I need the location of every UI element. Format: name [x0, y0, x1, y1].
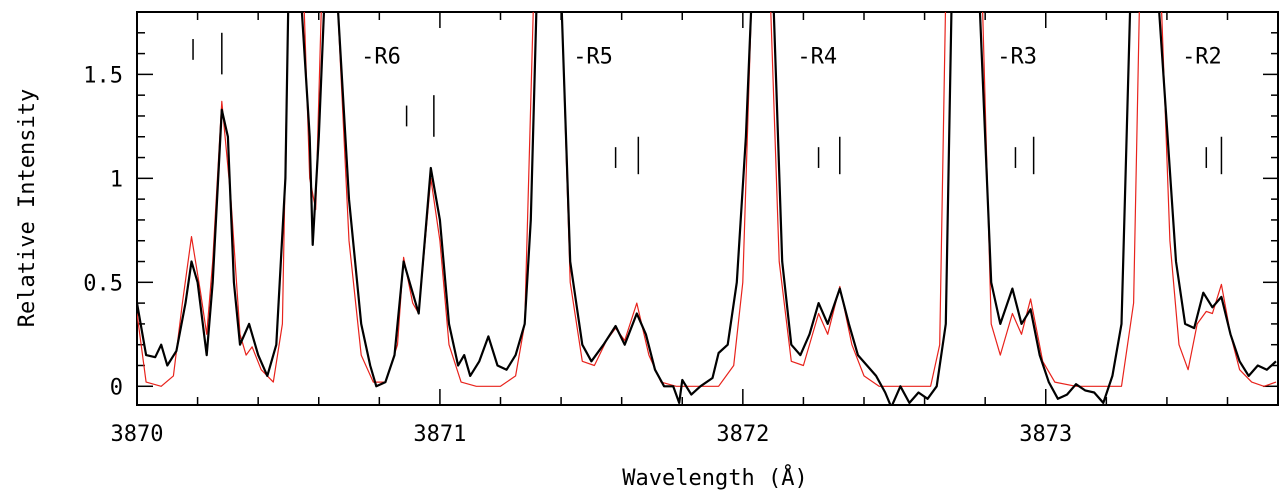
x-tick-label: 3870: [111, 422, 164, 447]
annotation: -R6: [361, 45, 401, 70]
x-tick-label: 3871: [413, 422, 466, 447]
annotation: -R4: [797, 45, 837, 70]
spectrum-line: [137, 12, 1277, 405]
y-tick-label: 1: [110, 167, 123, 192]
x-tick-label: 3872: [716, 422, 769, 447]
plot-area: [137, 12, 1277, 405]
y-tick-label: 1.5: [83, 63, 123, 88]
annotation: -R2: [1182, 45, 1222, 70]
x-axis-label: Wavelength (Å): [622, 464, 807, 491]
y-axis-label: Relative Intensity: [15, 89, 40, 327]
spectrum-line: [137, 12, 1277, 387]
y-tick-label: 0: [110, 375, 123, 400]
y-tick-label: 0.5: [83, 271, 123, 296]
x-tick-label: 3873: [1019, 422, 1072, 447]
plot-frame: [136, 11, 1279, 406]
annotation: -R3: [997, 45, 1037, 70]
annotation: -R5: [573, 45, 613, 70]
